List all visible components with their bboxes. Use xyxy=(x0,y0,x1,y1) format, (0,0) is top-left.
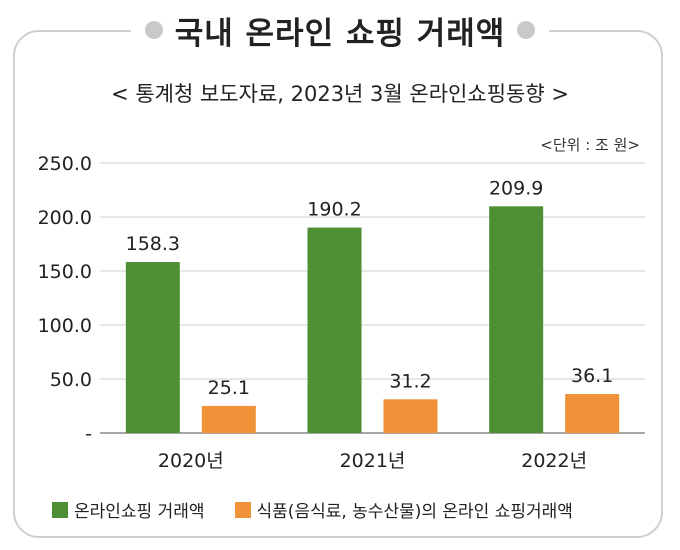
legend: 온라인쇼핑 거래액 식품(음식료, 농수산물)의 온라인 쇼핑거래액 xyxy=(52,497,603,522)
legend-item-food: 식품(음식료, 농수산물)의 온라인 쇼핑거래액 xyxy=(234,497,573,522)
bar-online xyxy=(125,262,180,433)
data-label-food: 25.1 xyxy=(208,377,250,399)
bar-food xyxy=(565,394,620,433)
legend-label-food: 식품(음식료, 농수산물)의 온라인 쇼핑거래액 xyxy=(256,502,573,522)
y-tick-label: 100.0 xyxy=(38,315,92,337)
x-tick-label: 2022년 xyxy=(521,450,587,472)
legend-item-online: 온라인쇼핑 거래액 xyxy=(52,497,205,522)
x-tick-label: 2021년 xyxy=(340,450,406,472)
data-label-online: 158.3 xyxy=(126,233,180,255)
bar-online xyxy=(307,227,362,433)
title-bar: 국내 온라인 쇼핑 거래액 xyxy=(0,6,680,54)
title-pill: 국내 온라인 쇼핑 거래액 xyxy=(130,7,550,53)
title-dot-left xyxy=(144,21,163,39)
legend-label-online: 온라인쇼핑 거래액 xyxy=(74,502,205,522)
unit-label: <단위 : 조 원> xyxy=(540,136,640,154)
data-label-online: 190.2 xyxy=(307,199,361,221)
y-tick-label: 250.0 xyxy=(38,153,92,175)
data-label-online: 209.9 xyxy=(489,177,543,199)
y-tick-label: 150.0 xyxy=(38,261,92,283)
chart-title: 국내 온라인 쇼핑 거래액 xyxy=(174,15,506,52)
y-tick-label: 200.0 xyxy=(38,207,92,229)
data-label-food: 31.2 xyxy=(389,370,431,392)
legend-swatch-online xyxy=(52,501,68,518)
y-tick-label: - xyxy=(85,423,92,445)
bar-food xyxy=(383,399,438,433)
chart-subtitle: < 통계청 보도자료, 2023년 3월 온라인쇼핑동향 > xyxy=(111,82,569,106)
bar-food xyxy=(201,405,256,433)
legend-swatch-food xyxy=(234,501,251,518)
title-dot-right xyxy=(517,21,536,39)
y-tick-label: 50.0 xyxy=(50,369,92,391)
bar-online xyxy=(489,206,544,433)
data-label-food: 36.1 xyxy=(571,365,613,387)
x-tick-label: 2020년 xyxy=(158,450,224,472)
